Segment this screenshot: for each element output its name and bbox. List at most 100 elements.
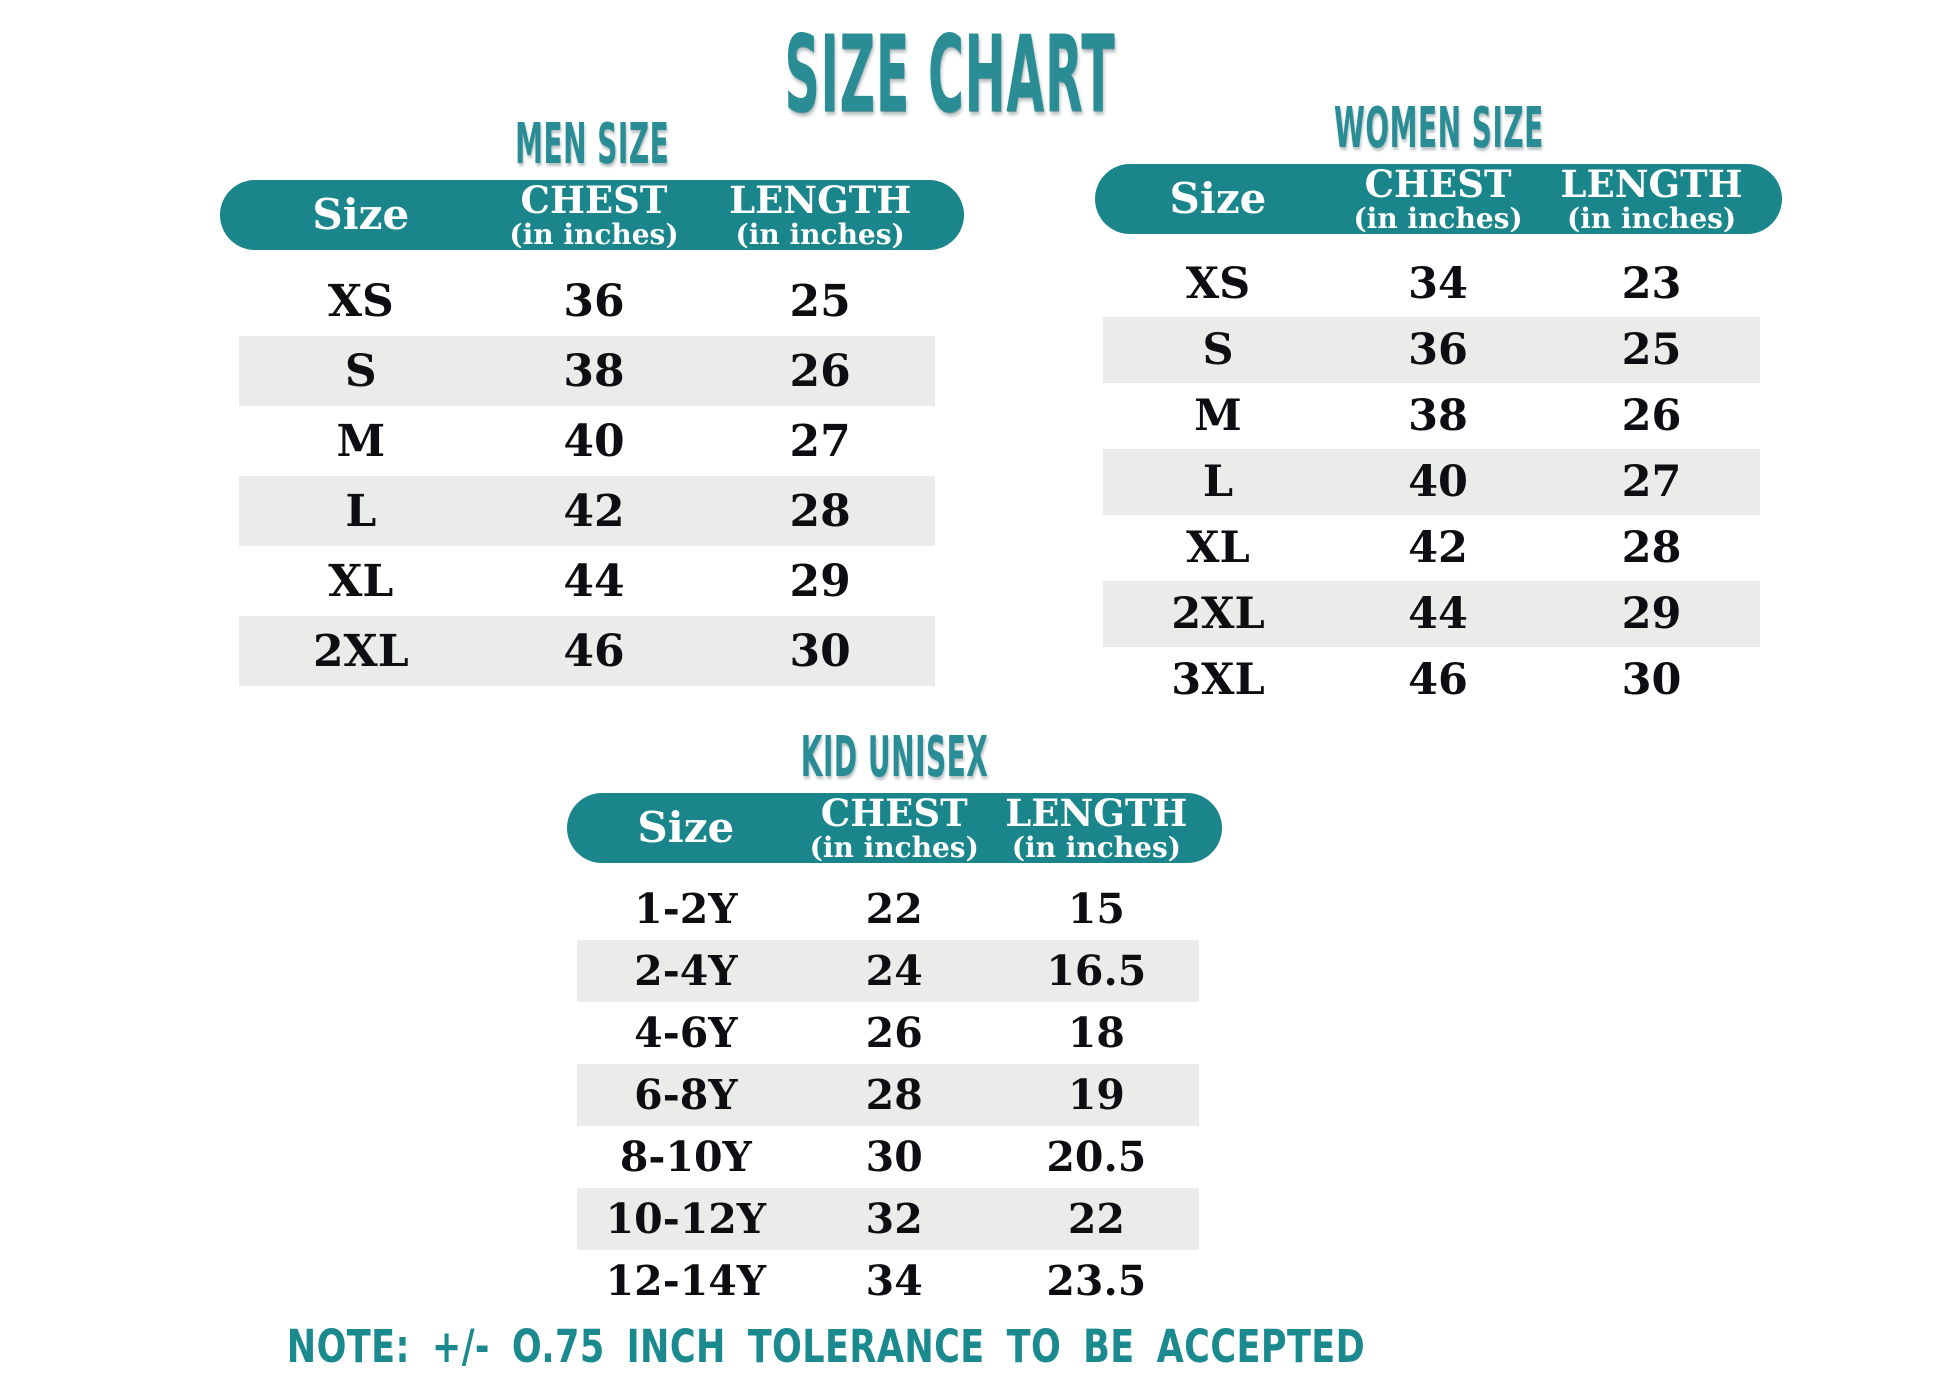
size-cell: 2XL [312,625,409,677]
women-table-rows: XS 34 23 S 36 25 M 38 26 L 40 27 XL 42 28 2XL 44 29 3XL 46 3… [1103,251,1760,713]
chest-cell: 36 [563,275,625,327]
chest-cell: 30 [865,1133,923,1181]
women-table-header-row: Size CHEST (in inches) LENGTH (in inches… [1095,164,1782,234]
table-row: XS 34 23 [1103,251,1760,317]
chest-cell: 26 [865,1009,923,1057]
length-cell: 28 [789,485,851,537]
tolerance-note: NOTE: +/- O.75 INCH TOLERANCE TO BE ACCE… [135,1320,1518,1373]
size-cell: L [1202,457,1234,507]
table-row: 2-4Y 24 16.5 [577,940,1199,1002]
table-row: 3XL 46 30 [1103,647,1760,713]
table-row: S 36 25 [1103,317,1760,383]
size-cell: M [336,415,386,467]
men-table-title: MEN SIZE [514,112,670,177]
length-cell: 27 [789,415,851,467]
table-row: 2XL 44 29 [1103,581,1760,647]
chest-cell: 42 [563,485,625,537]
table-row: 8-10Y 30 20.5 [577,1126,1199,1188]
table-row: M 40 27 [239,406,935,476]
size-cell: 12-14Y [605,1257,767,1305]
table-row: 10-12Y 32 22 [577,1188,1199,1250]
chest-cell: 32 [865,1195,923,1243]
men-header-length: LENGTH (in inches) [729,177,912,251]
size-cell: S [1202,325,1234,375]
chest-cell: 22 [865,885,923,933]
length-cell: 22 [1067,1195,1125,1243]
kid-table-header-row: Size CHEST (in inches) LENGTH (in inches… [567,793,1222,863]
table-row: XS 36 25 [239,266,935,336]
length-cell: 29 [1621,589,1682,639]
length-cell: 16.5 [1046,947,1147,995]
kid-header-length: LENGTH (in inches) [1005,790,1188,864]
chest-cell: 28 [865,1071,923,1119]
size-cell: L [345,485,377,537]
kid-header-size: Size [637,803,735,853]
table-row: 4-6Y 26 18 [577,1002,1199,1064]
length-cell: 25 [789,275,851,327]
chest-cell: 46 [1408,655,1468,705]
table-row: L 42 28 [239,476,935,546]
length-cell: 28 [1621,523,1682,573]
size-cell: S [344,345,377,397]
chest-cell: 44 [1408,589,1468,639]
table-row: XL 42 28 [1103,515,1760,581]
length-cell: 26 [789,345,851,397]
chest-cell: 38 [563,345,625,397]
page-title: SIZE CHART [590,22,1310,128]
size-cell: 10-12Y [605,1195,767,1243]
table-row: 6-8Y 28 19 [577,1064,1199,1126]
chest-cell: 44 [563,555,625,607]
women-size-table: WOMEN SIZE Size CHEST (in inches) LENGTH… [1095,96,1782,713]
size-cell: XS [327,275,394,327]
table-row: 1-2Y 22 15 [577,878,1199,940]
size-cell: 2XL [1171,589,1265,639]
kid-table-rows: 1-2Y 22 15 2-4Y 24 16.5 4-6Y 26 18 6-8Y 28 19 8-10Y 3… [577,878,1199,1312]
size-cell: 3XL [1171,655,1265,705]
size-cell: XL [1186,523,1250,573]
chest-cell: 38 [1408,391,1468,441]
kid-header-chest: CHEST (in inches) [809,790,979,864]
men-header-size: Size [312,190,410,240]
table-row: XL 44 29 [239,546,935,616]
men-table-header-row: Size CHEST (in inches) LENGTH (in inches… [220,180,964,250]
chest-cell: 40 [1408,457,1468,507]
size-cell: 6-8Y [634,1071,738,1119]
table-row: L 40 27 [1103,449,1760,515]
chest-cell: 36 [1408,325,1468,375]
women-header-length: LENGTH (in inches) [1560,161,1743,235]
length-cell: 23 [1621,259,1682,309]
size-cell: 1-2Y [634,885,738,933]
chest-cell: 42 [1408,523,1468,573]
length-cell: 25 [1621,325,1682,375]
size-cell: 2-4Y [634,947,738,995]
table-row: 2XL 46 30 [239,616,935,686]
length-cell: 29 [789,555,851,607]
kid-unisex-table: KID UNISEX Size CHEST (in inches) LENGTH… [567,725,1222,1312]
size-cell: M [1194,391,1242,441]
size-cell: XL [328,555,394,607]
chest-cell: 40 [563,415,625,467]
women-header-chest: CHEST (in inches) [1353,161,1523,235]
length-cell: 26 [1621,391,1682,441]
size-cell: 4-6Y [634,1009,738,1057]
size-cell: XS [1185,259,1251,309]
men-size-table: MEN SIZE Size CHEST (in inches) LENGTH (… [220,112,964,686]
chest-cell: 24 [865,947,923,995]
kid-table-title: KID UNISEX [800,725,989,790]
chest-cell: 34 [865,1257,923,1305]
men-table-rows: XS 36 25 S 38 26 M 40 27 L 42 28 XL 44 29 2XL 46 30 [239,266,935,686]
length-cell: 23.5 [1046,1257,1147,1305]
table-row: S 38 26 [239,336,935,406]
men-header-chest: CHEST (in inches) [509,177,679,251]
length-cell: 18 [1067,1009,1125,1057]
page-title-text: SIZE CHART [784,13,1116,136]
length-cell: 30 [789,625,851,677]
women-header-size: Size [1169,174,1267,224]
length-cell: 20.5 [1046,1133,1147,1181]
length-cell: 15 [1067,885,1125,933]
length-cell: 27 [1621,457,1682,507]
tolerance-note-text: NOTE: +/- O.75 INCH TOLERANCE TO BE ACCE… [286,1320,1366,1373]
table-row: 12-14Y 34 23.5 [577,1250,1199,1312]
length-cell: 19 [1067,1071,1125,1119]
